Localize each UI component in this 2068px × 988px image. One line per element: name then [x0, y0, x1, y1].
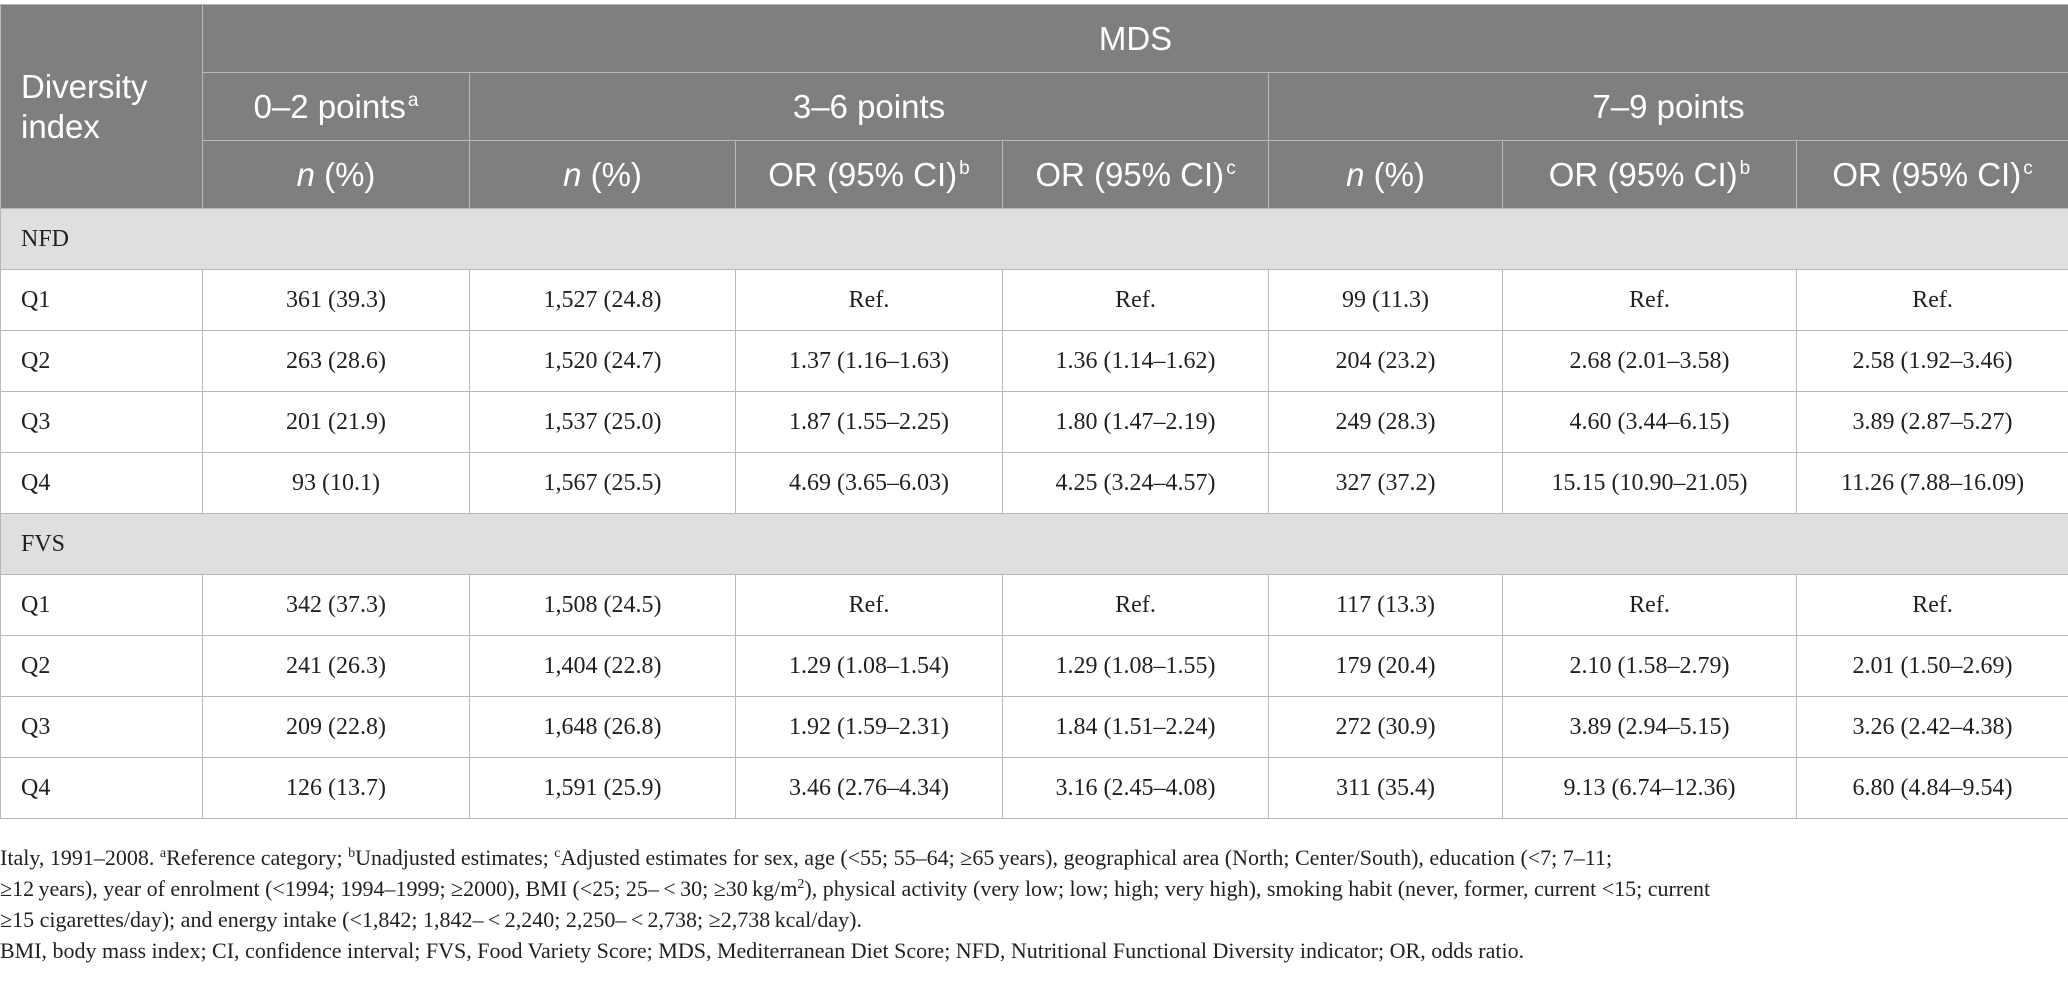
col-header-n-pct: n (%) — [469, 140, 736, 209]
table-cell: Ref. — [1795, 574, 2068, 636]
table-body: NFD Q1 361 (39.3) 1,527 (24.8) Ref. Ref. 99 (1… — [0, 208, 2068, 819]
table-cell: 9.13 (6.74–12.36) — [1502, 757, 1797, 819]
table-cell: 3.26 (2.42–4.38) — [1795, 696, 2068, 758]
table-header: Diversity index MDS 0–2 points a 3–6 poin… — [0, 4, 2068, 209]
quartile-label: Q4 — [0, 757, 203, 819]
col-header-n-pct: n (%) — [202, 140, 470, 209]
table-cell: 1.84 (1.51–2.24) — [1002, 696, 1269, 758]
table-cell: 15.15 (10.90–21.05) — [1502, 452, 1797, 514]
group-header-3-6: 3–6 points — [469, 72, 1269, 141]
table-cell: 3.16 (2.45–4.08) — [1002, 757, 1269, 819]
table-row: Q3 201 (21.9) 1,537 (25.0) 1.87 (1.55–2.25)… — [0, 391, 2068, 453]
quartile-label: Q4 — [0, 452, 203, 514]
section-row: FVS — [0, 513, 2068, 575]
table-cell: 249 (28.3) — [1268, 391, 1503, 453]
quartile-label: Q1 — [0, 269, 203, 331]
col-header-or-unadjusted: OR (95% CI) b — [1502, 140, 1797, 209]
table-cell: 2.68 (2.01–3.58) — [1502, 330, 1797, 392]
table-cell: 1,567 (25.5) — [469, 452, 736, 514]
quartile-label: Q3 — [0, 696, 203, 758]
table-cell: 1,520 (24.7) — [469, 330, 736, 392]
table-cell: 126 (13.7) — [202, 757, 470, 819]
table-footnote: Italy, 1991–2008. aReference category; b… — [0, 842, 2062, 966]
table-cell: 3.46 (2.76–4.34) — [735, 757, 1003, 819]
table-cell: 3.89 (2.87–5.27) — [1795, 391, 2068, 453]
table-cell: 311 (35.4) — [1268, 757, 1503, 819]
group-header-0-2: 0–2 points a — [202, 72, 470, 141]
table-row: Q4 126 (13.7) 1,591 (25.9) 3.46 (2.76–4.34)… — [0, 757, 2068, 819]
section-row: NFD — [0, 208, 2068, 270]
table-cell: 11.26 (7.88–16.09) — [1795, 452, 2068, 514]
table-cell: 263 (28.6) — [202, 330, 470, 392]
table-cell: 342 (37.3) — [202, 574, 470, 636]
table-cell: Ref. — [1502, 574, 1797, 636]
table-cell: Ref. — [1002, 269, 1269, 331]
results-table: Diversity index MDS 0–2 points a 3–6 poin… — [0, 4, 2068, 819]
table-row: Q4 93 (10.1) 1,567 (25.5) 4.69 (3.65–6.03) 4… — [0, 452, 2068, 514]
table-cell: 1.29 (1.08–1.55) — [1002, 635, 1269, 697]
table-cell: 204 (23.2) — [1268, 330, 1503, 392]
table-cell: 209 (22.8) — [202, 696, 470, 758]
table-cell: 1.92 (1.59–2.31) — [735, 696, 1003, 758]
footnote-line: ≥15 cigarettes/day); and energy intake (… — [0, 907, 862, 932]
footnote-abbreviations: BMI, body mass index; CI, confidence int… — [0, 938, 1525, 963]
group-header-7-9: 7–9 points — [1267, 72, 2068, 141]
table-cell: Ref. — [735, 269, 1003, 331]
table-cell: 1,508 (24.5) — [469, 574, 736, 636]
table-cell: Ref. — [1002, 574, 1269, 636]
table-cell: 1.29 (1.08–1.54) — [735, 635, 1003, 697]
col-header-n-pct: n (%) — [1268, 140, 1503, 209]
table-cell: 1.36 (1.14–1.62) — [1002, 330, 1269, 392]
table-cell: 117 (13.3) — [1268, 574, 1503, 636]
table-cell: Ref. — [735, 574, 1003, 636]
table-cell: 1,591 (25.9) — [469, 757, 736, 819]
table-cell: Ref. — [1795, 269, 2068, 331]
quartile-label: Q2 — [0, 635, 203, 697]
table-row: Q1 361 (39.3) 1,527 (24.8) Ref. Ref. 99 (11.3… — [0, 269, 2068, 331]
table-cell: 361 (39.3) — [202, 269, 470, 331]
table-cell: 99 (11.3) — [1268, 269, 1503, 331]
col-header-or-adjusted: OR (95% CI) c — [1795, 140, 2068, 209]
table-cell: 1.80 (1.47–2.19) — [1002, 391, 1269, 453]
table-cell: 1.87 (1.55–2.25) — [735, 391, 1003, 453]
table-cell: 272 (30.9) — [1268, 696, 1503, 758]
section-label: FVS — [0, 513, 2068, 575]
table-cell: 6.80 (4.84–9.54) — [1795, 757, 2068, 819]
table-cell: 241 (26.3) — [202, 635, 470, 697]
table-cell: 1,537 (25.0) — [469, 391, 736, 453]
quartile-label: Q3 — [0, 391, 203, 453]
quartile-label: Q1 — [0, 574, 203, 636]
table-cell: 4.69 (3.65–6.03) — [735, 452, 1003, 514]
table-row: Q2 241 (26.3) 1,404 (22.8) 1.29 (1.08–1.54)… — [0, 635, 2068, 697]
table-cell: 3.89 (2.94–5.15) — [1502, 696, 1797, 758]
table-row: Q2 263 (28.6) 1,520 (24.7) 1.37 (1.16–1.63)… — [0, 330, 2068, 392]
table-row: Q3 209 (22.8) 1,648 (26.8) 1.92 (1.59–2.31)… — [0, 696, 2068, 758]
footnote-line: Italy, 1991–2008. aReference category; b… — [0, 845, 1613, 870]
table-cell: 4.60 (3.44–6.15) — [1502, 391, 1797, 453]
table-cell: 2.58 (1.92–3.46) — [1795, 330, 2068, 392]
table-row: Q1 342 (37.3) 1,508 (24.5) Ref. Ref. 117 (13.… — [0, 574, 2068, 636]
table-cell: 201 (21.9) — [202, 391, 470, 453]
table-cell: 2.10 (1.58–2.79) — [1502, 635, 1797, 697]
table-cell: 1,648 (26.8) — [469, 696, 736, 758]
table-cell: 1,404 (22.8) — [469, 635, 736, 697]
section-label: NFD — [0, 208, 2068, 270]
table-cell: 327 (37.2) — [1268, 452, 1503, 514]
table-cell: 2.01 (1.50–2.69) — [1795, 635, 2068, 697]
table-cell: 93 (10.1) — [202, 452, 470, 514]
quartile-label: Q2 — [0, 330, 203, 392]
diversity-index-header: Diversity index — [0, 4, 203, 209]
table-cell: 4.25 (3.24–4.57) — [1002, 452, 1269, 514]
table-cell: 1.37 (1.16–1.63) — [735, 330, 1003, 392]
table-cell: Ref. — [1502, 269, 1797, 331]
mds-header: MDS — [201, 4, 2068, 73]
col-header-or-unadjusted: OR (95% CI) b — [735, 140, 1003, 209]
table-cell: 179 (20.4) — [1268, 635, 1503, 697]
footnote-line: ≥12 years), year of enrolment (<1994; 19… — [0, 876, 1711, 901]
table-cell: 1,527 (24.8) — [469, 269, 736, 331]
col-header-or-adjusted: OR (95% CI) c — [1002, 140, 1269, 209]
